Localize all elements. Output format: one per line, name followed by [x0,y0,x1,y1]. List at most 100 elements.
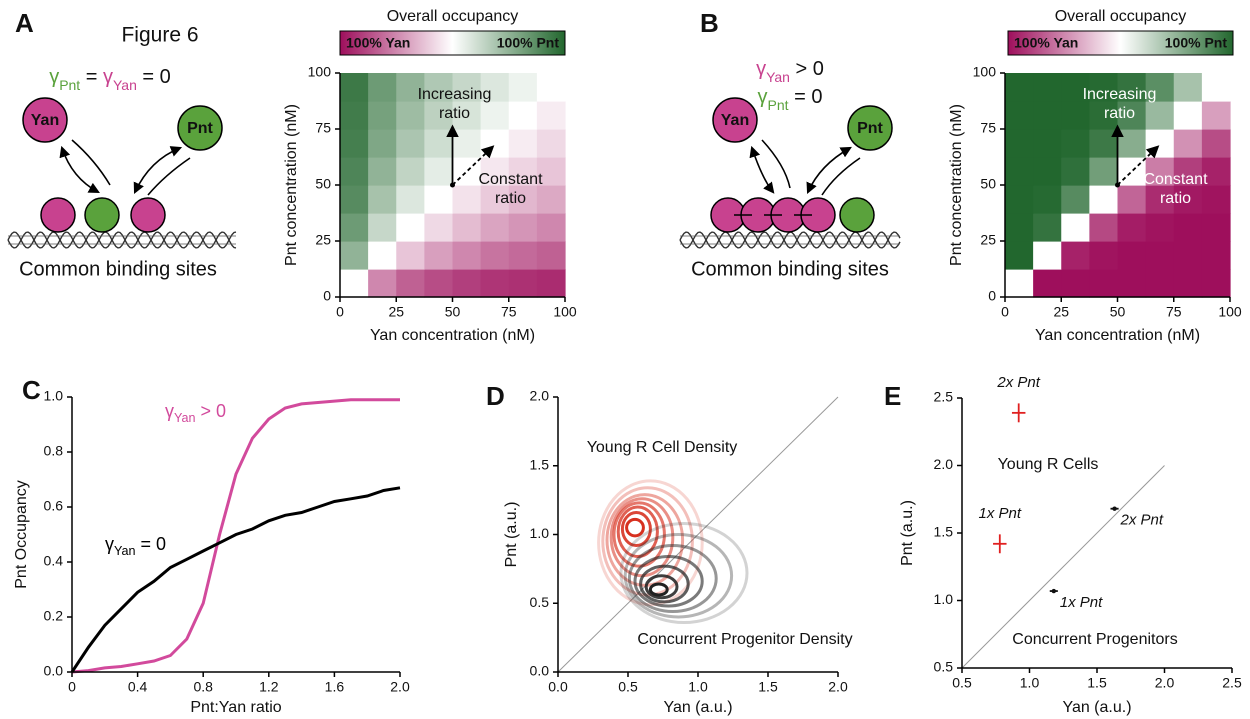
contour [619,522,749,624]
y-axis-label: Pnt (a.u.) [503,502,520,568]
heatmap-cell [340,157,369,186]
identity-line [557,396,839,673]
heatmap-cell [480,157,510,186]
x-tick-label: 1.2 [259,679,279,695]
heatmap-cell [340,129,369,158]
x-tick-label: 50 [445,304,461,320]
colorbar-title: Overall occupancy [387,8,519,25]
heatmap-cell [1201,129,1231,158]
heatmap-cell [1005,73,1034,102]
heatmap-cell [508,213,538,242]
heatmap-cell [368,213,397,242]
panel-letter: D [486,381,505,411]
heatmap-cell [424,213,454,242]
heatmap-cell [1201,185,1231,214]
diagram-arrows [59,139,861,196]
series-label: γYan = 0 [105,534,166,559]
point [1051,588,1057,594]
factor-label: Yan [31,112,59,129]
y-tick-label: 1.0 [934,591,954,607]
arrow [1116,145,1160,186]
heatmap-cell [1061,213,1090,242]
y-tick-label: 50 [980,176,996,192]
y-tick-label: 1.5 [530,456,550,472]
dna-strand [8,235,236,245]
heatmap-cell [536,73,566,102]
x-axis-label: Yan concentration (nM) [1035,327,1200,344]
y-tick-label: 0.0 [530,663,550,679]
heatmap-cell [536,241,566,270]
x-tick-label: 75 [1166,304,1182,320]
anchor-point [1115,182,1120,188]
heatmap-cell [536,129,566,158]
x-tick-label: 0 [1001,304,1009,320]
heatmap-cell [340,269,369,298]
x-tick-label: 0.4 [128,679,148,695]
heatmap-cell [508,241,538,270]
heatmap-cell [1089,241,1119,270]
heatmap-cell [396,73,425,102]
heatmap-cell [368,101,397,130]
annotation-line: ratio [1160,190,1191,207]
series-label: γYan > 0 [165,401,226,426]
heatmap-cell [452,157,482,186]
heatmap-cell [1173,241,1203,270]
x-tick-label: 2.0 [1155,675,1175,691]
y-tick-label: 100 [973,64,997,80]
condition: γPnt = 0 [758,86,823,112]
y-tick-label: 1.0 [44,388,64,404]
panel-letter: E [884,381,901,411]
heatmap-cell [1117,241,1147,270]
point-label: 2x Pnt [1120,512,1164,529]
heatmap-cell [424,185,454,214]
heatmap-cell [1145,73,1175,102]
heatmap-cell [368,157,397,186]
heatmap-cell [1033,269,1062,298]
dna-strand [7,231,237,249]
annotation: Constant ratio [478,171,543,207]
heatmap-cell [1117,185,1147,214]
heatmap-cell [368,185,397,214]
x-tick-label: 0 [68,679,76,695]
factor [712,97,758,143]
heatmap-cell [1145,101,1175,130]
heatmap-cell [340,185,369,214]
series-line [71,398,400,674]
contour [625,517,645,538]
contour [627,544,718,613]
y-tick-label: 0 [323,288,331,304]
heatmap-cell [508,129,538,158]
heatmap-cell [508,185,538,214]
heatmap-cell [340,73,369,102]
factor [847,105,893,151]
y-tick-label: 75 [315,120,331,136]
x-tick-label: 0 [336,304,344,320]
arrow [451,145,495,186]
colorbar-label: 100% Yan [346,35,410,51]
heatmap-cell [424,129,454,158]
heatmap-cell [1201,157,1231,186]
annotation: Constant ratio [1143,171,1208,207]
x-axis-label: Yan (a.u.) [1062,699,1131,716]
y-tick-label: 0 [988,288,996,304]
heatmap-cell [1089,269,1119,298]
y-tick-label: 0.4 [44,553,64,569]
heatmap-cell [1201,241,1231,270]
heatmap-cell [1173,213,1203,242]
binding-site [839,197,875,233]
x-tick-label: 2.0 [828,679,848,695]
y-tick-label: 50 [315,176,331,192]
heatmap-cell [1033,157,1062,186]
x-tick-label: 2.5 [1222,675,1242,691]
heatmap-cell [1033,129,1062,158]
x-tick-label: 50 [1110,304,1126,320]
heatmap-cell [368,269,397,298]
heatmap-cell [1005,241,1034,270]
y-tick-label: 25 [315,232,331,248]
series-label: Concurrent Progenitors [1012,631,1177,648]
x-tick-label: 25 [1053,304,1069,320]
heatmap-cell [480,241,510,270]
contour [644,574,679,600]
heatmap-cell [1005,129,1034,158]
heatmap-cell [1173,269,1203,298]
